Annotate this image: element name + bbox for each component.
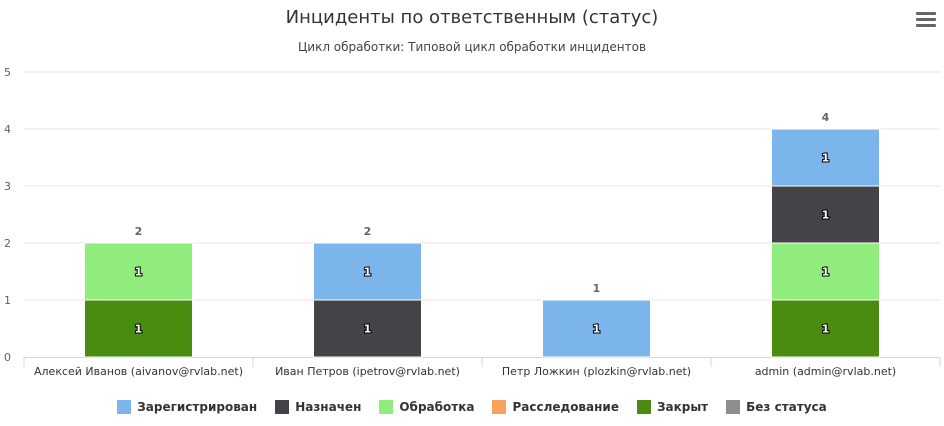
- chart-legend: Зарегистрирован Назначен Обработка Расследо…: [0, 400, 944, 414]
- total-label: 2: [135, 225, 143, 238]
- data-label: 1: [822, 209, 830, 222]
- total-label: 1: [593, 282, 601, 295]
- y-tick-label: 2: [4, 237, 11, 250]
- y-tick-label: 4: [4, 123, 11, 136]
- bar-segment: [84, 299, 193, 358]
- y-tick-label: 5: [4, 66, 11, 79]
- data-label: 1: [822, 152, 830, 165]
- legend-item[interactable]: Расследование: [492, 400, 619, 414]
- legend-label: Зарегистрирован: [137, 400, 258, 414]
- y-tick-label: 0: [4, 351, 11, 364]
- data-label: 1: [135, 323, 143, 336]
- data-label: 1: [822, 266, 830, 279]
- x-tick-label: Иван Петров (ipetrov@rvlab.net): [275, 365, 460, 378]
- bar-segment: [542, 299, 651, 358]
- bar-segment: [313, 242, 422, 301]
- hamburger-menu-icon[interactable]: [916, 12, 936, 32]
- legend-item[interactable]: Закрыт: [636, 400, 709, 414]
- chart-plot-area: 0 1 2 3 4 5 Алексей Иванов (aivanov@rvlab.net)…: [4, 66, 941, 378]
- legend-item[interactable]: Назначен: [275, 400, 361, 414]
- legend-swatch: [379, 400, 394, 414]
- total-label: 2: [364, 225, 372, 238]
- legend-label: Назначен: [295, 400, 362, 414]
- legend-label: Закрыт: [656, 400, 709, 414]
- total-label: 4: [822, 111, 830, 124]
- legend-item[interactable]: Без статуса: [726, 400, 827, 414]
- y-tick-label: 1: [4, 294, 11, 307]
- bar-segment: [771, 128, 880, 187]
- legend-swatch: [117, 400, 132, 414]
- chart-title: Инциденты по ответственным (статус): [285, 7, 659, 28]
- data-label: 1: [822, 323, 830, 336]
- data-label: 1: [593, 323, 601, 336]
- legend-label: Расследование: [512, 400, 619, 414]
- bar-segment: [84, 242, 193, 301]
- data-label: 1: [364, 266, 372, 279]
- legend-swatch: [492, 400, 507, 414]
- y-tick-label: 3: [4, 180, 11, 193]
- legend-swatch: [275, 400, 290, 414]
- legend-item[interactable]: Зарегистрирован: [117, 400, 257, 414]
- legend-swatch: [636, 400, 651, 414]
- bar-segment: [771, 185, 880, 244]
- bar-segment: [771, 242, 880, 301]
- x-tick-label: Петр Ложкин (plozkin@rvlab.net): [502, 365, 691, 378]
- chart-subtitle: Цикл обработки: Типовой цикл обработки и…: [297, 40, 647, 54]
- bar-segment: [313, 299, 422, 358]
- data-label: 1: [364, 323, 372, 336]
- data-label: 1: [135, 266, 143, 279]
- legend-item[interactable]: Обработка: [379, 400, 474, 414]
- legend-label: Без статуса: [746, 400, 827, 414]
- x-tick-label: Алексей Иванов (aivanov@rvlab.net): [34, 365, 243, 378]
- legend-swatch: [726, 400, 741, 414]
- legend-label: Обработка: [399, 400, 475, 414]
- x-tick-label: admin (admin@rvlab.net): [755, 365, 896, 378]
